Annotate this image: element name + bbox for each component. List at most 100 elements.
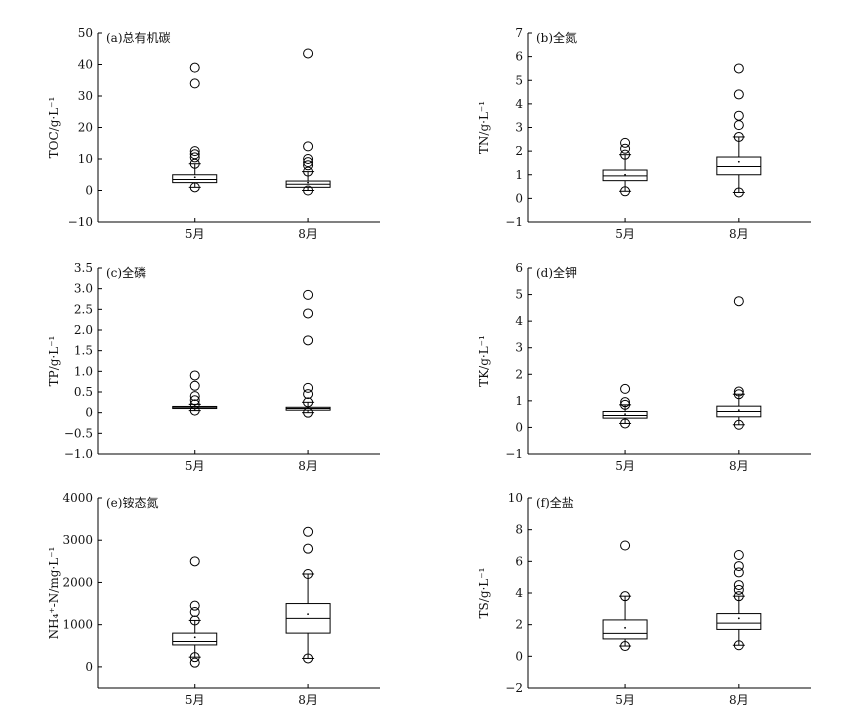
y-tick-label: 0	[515, 649, 523, 663]
box-8月	[285, 289, 331, 418]
box-5月	[172, 556, 218, 668]
box-8月	[285, 48, 331, 196]
outlier-point	[189, 149, 200, 160]
panel-6: −2 0 2 4 6 8 10 5月 8月 (f)全盐 TS/g·L⁻¹	[477, 491, 811, 707]
box-8月	[285, 526, 331, 664]
y-tick-label: 40	[78, 58, 93, 72]
y-tick-label: 1.0	[74, 364, 93, 378]
mean-marker	[737, 160, 740, 163]
y-axis-label: NH₄⁺-N/mg·L⁻¹	[47, 547, 61, 640]
mean-marker	[193, 636, 196, 639]
y-tick-label: −1	[505, 215, 523, 229]
outlier-point	[733, 550, 744, 560]
outlier-point	[189, 395, 200, 406]
box-8月	[716, 550, 762, 651]
y-tick-label: −1	[505, 447, 523, 461]
outlier-point	[189, 62, 200, 73]
box-5月	[602, 383, 648, 429]
y-tick-label: 3.0	[74, 282, 93, 296]
outlier-point	[303, 526, 314, 537]
mean-marker	[307, 181, 309, 184]
x-tick-label: 5月	[185, 693, 205, 707]
panel-1: −10 0 10 20 30 40 50 5月 8月 (a)总有机碳 TOC/g·L⁻¹	[47, 26, 380, 241]
outlier-point	[733, 120, 744, 131]
outlier-point	[303, 157, 314, 168]
outlier-point	[733, 110, 744, 121]
outlier-point	[189, 380, 200, 391]
y-tick-label: 1	[515, 168, 523, 182]
y-tick-label: 10	[78, 152, 93, 166]
panel-label: (b)全氮	[536, 30, 577, 45]
outlier-point	[620, 383, 631, 394]
iqr-box	[172, 632, 218, 646]
x-tick-label: 8月	[298, 227, 318, 241]
box-5月	[172, 62, 218, 193]
y-tick-label: 5	[515, 288, 523, 302]
outlier-point	[189, 607, 200, 617]
outlier-point	[303, 48, 314, 59]
y-tick-label: 20	[78, 121, 93, 135]
box-8月	[716, 63, 762, 198]
outlier-point	[733, 584, 744, 595]
outlier-point	[303, 154, 314, 164]
panel-label: (c)全磷	[106, 265, 146, 280]
panel-2: −1 0 1 2 3 4 5 6 7 5月 8月 (b)全氮 TN/g·L⁻¹	[477, 26, 811, 241]
outlier-point	[620, 143, 631, 154]
y-axis-label: TK/g·L⁻¹	[477, 335, 491, 387]
outlier-point	[733, 89, 744, 100]
x-tick-label: 5月	[185, 459, 205, 473]
outlier-point	[303, 543, 314, 554]
outlier-point	[620, 397, 631, 408]
outlier-point	[189, 152, 200, 163]
y-tick-label: 0.5	[74, 385, 93, 399]
outlier-point	[189, 78, 200, 89]
iqr-box	[172, 174, 218, 184]
y-tick-label: −10	[68, 215, 93, 229]
outlier-point	[303, 389, 314, 400]
panel-5: 0 1000 2000 3000 4000 5月 8月 (e)铵态氮 NH₄⁺-N/mg·L⁻¹	[47, 491, 380, 707]
outlier-point	[303, 308, 314, 319]
outlier-point	[303, 289, 314, 300]
y-tick-label: 3	[515, 121, 523, 135]
panel-4: −1 0 1 2 3 4 5 6 5月 8月 (d)全钾 TK/g·L⁻¹	[477, 261, 811, 473]
y-tick-label: 8	[515, 523, 523, 537]
y-tick-label: 30	[78, 89, 93, 103]
mean-marker	[307, 613, 309, 616]
panel-label: (d)全钾	[536, 265, 577, 280]
iqr-box	[716, 156, 762, 176]
outlier-point	[733, 580, 744, 591]
x-tick-label: 8月	[729, 693, 749, 707]
box-5月	[172, 370, 218, 416]
x-tick-label: 8月	[298, 459, 318, 473]
y-tick-label: 3	[515, 341, 523, 355]
y-tick-label: 4	[515, 314, 523, 328]
y-tick-label: 0	[85, 406, 93, 420]
y-axis-label: TN/g·L⁻¹	[477, 101, 491, 154]
outlier-point	[733, 561, 744, 572]
outlier-point	[189, 657, 200, 668]
y-tick-label: 2	[515, 367, 523, 381]
y-tick-label: −1.0	[64, 447, 93, 461]
y-tick-label: 1	[515, 394, 523, 408]
outlier-point	[733, 296, 744, 307]
outlier-point	[303, 141, 314, 152]
y-tick-label: 2000	[62, 575, 93, 589]
box-5月	[602, 540, 648, 652]
y-tick-label: 50	[78, 26, 93, 40]
y-tick-label: 3000	[62, 533, 93, 547]
y-tick-label: −0.5	[64, 426, 93, 440]
outlier-point	[189, 391, 200, 402]
y-tick-label: 0	[85, 660, 93, 674]
outlier-point	[620, 540, 631, 551]
outlier-point	[733, 567, 744, 578]
y-tick-label: −2	[505, 681, 523, 695]
panel-3: −1.0 −0.5 0 0.5 1.0 1.5 2.0 2.5 3.0 3.5 5月 8月 (c)全磷 T…	[47, 261, 380, 473]
y-tick-label: 0	[85, 184, 93, 198]
y-tick-label: 2	[515, 618, 523, 632]
mean-marker	[624, 413, 626, 416]
outlier-point	[189, 146, 200, 157]
x-tick-label: 5月	[615, 693, 635, 707]
y-tick-label: 3.5	[74, 261, 93, 275]
x-tick-label: 8月	[729, 227, 749, 241]
